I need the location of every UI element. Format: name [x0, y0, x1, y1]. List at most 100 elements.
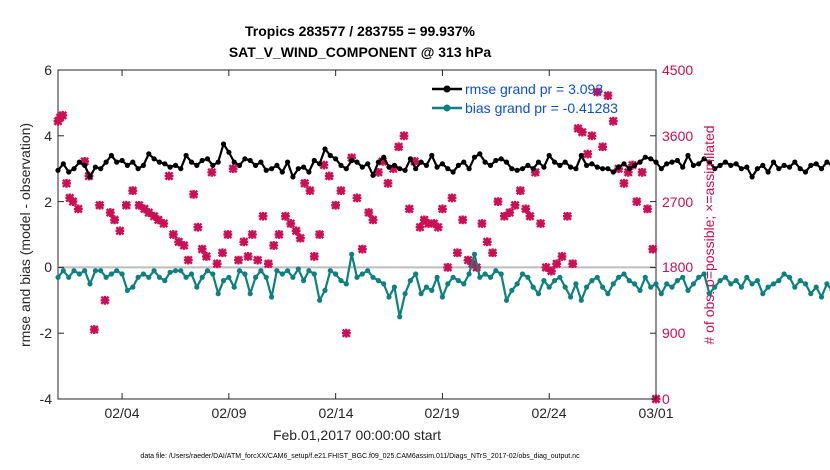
- obs-point: [315, 230, 325, 239]
- bias-point: [818, 294, 825, 300]
- rmse-point: [776, 166, 782, 172]
- obs-point: [201, 251, 211, 261]
- bias-point: [381, 281, 387, 287]
- obs-point: [587, 131, 597, 141]
- rmse-point: [60, 161, 66, 167]
- bias-point: [119, 271, 125, 277]
- obs-point: [568, 259, 578, 269]
- y-tick-label: 0: [44, 259, 52, 275]
- legend-bias-marker: [443, 104, 451, 112]
- rmse-point: [274, 162, 280, 168]
- x-tick-label: 02/04: [104, 405, 139, 421]
- obs-point: [488, 248, 498, 258]
- obs-point: [258, 211, 268, 221]
- obs-point: [364, 208, 374, 218]
- obs-point: [68, 197, 78, 207]
- bias-point: [519, 271, 526, 277]
- obs-point: [525, 211, 535, 221]
- bias-point: [343, 281, 349, 287]
- rmse-point: [813, 161, 819, 167]
- rmse-point: [642, 154, 648, 160]
- rmse-point: [749, 174, 755, 180]
- rmse-point: [594, 164, 600, 170]
- obs-point: [419, 215, 429, 225]
- bias-point: [253, 274, 259, 280]
- obs-point: [619, 178, 629, 188]
- bias-point: [648, 284, 654, 290]
- bias-point: [541, 278, 547, 284]
- bias-point: [706, 291, 713, 297]
- bias-point: [397, 314, 403, 320]
- bias-point: [722, 274, 729, 280]
- rmse-point: [263, 167, 269, 173]
- rmse-point: [188, 159, 195, 165]
- bias-point: [279, 271, 285, 277]
- bias-point: [455, 278, 461, 284]
- data-file-footer: data file: /Users/raeder/DAI/ATM_forcXX/…: [140, 453, 580, 460]
- bias-point: [466, 271, 472, 277]
- rmse-point: [552, 159, 558, 165]
- obs-point: [218, 248, 227, 258]
- bias-point: [557, 274, 563, 280]
- obs-point: [530, 167, 540, 177]
- obs-point: [281, 211, 290, 221]
- rmse-point: [802, 169, 809, 175]
- rmse-point: [359, 164, 365, 170]
- bias-point: [530, 284, 536, 290]
- obs-point: [388, 164, 398, 174]
- rmse-point: [498, 156, 504, 162]
- obs-point: [168, 230, 178, 239]
- bias-point: [658, 291, 664, 297]
- y-right-tick-label: 2700: [662, 194, 693, 210]
- bias-point: [285, 268, 291, 274]
- y-tick-label: 4: [44, 128, 52, 144]
- rmse-point: [509, 166, 515, 172]
- obs-point: [212, 259, 222, 269]
- bias-point: [749, 281, 755, 287]
- bias-point: [690, 281, 697, 287]
- rmse-point: [365, 161, 371, 167]
- bias-point: [194, 284, 200, 290]
- rmse-point: [87, 174, 93, 180]
- bias-point: [637, 287, 643, 293]
- obs-point: [105, 208, 115, 218]
- bias-point: [66, 274, 72, 280]
- obs-point: [319, 160, 329, 170]
- y-axis-ticks: 6 4 2 0 -2 -4: [40, 62, 53, 407]
- obs-point: [383, 178, 393, 188]
- bias-point: [477, 274, 483, 280]
- rmse-point: [151, 156, 157, 162]
- bias-point: [792, 284, 798, 290]
- rmse-point: [215, 159, 221, 165]
- rmse-point: [546, 152, 552, 159]
- bias-point: [605, 291, 611, 297]
- bias-point: [514, 281, 520, 287]
- rmse-point: [573, 166, 579, 172]
- rmse-point: [333, 156, 339, 162]
- bias-point: [653, 281, 659, 287]
- bias-point: [493, 268, 499, 274]
- bias-point: [626, 278, 632, 284]
- obs-point: [541, 262, 551, 272]
- bias-point: [236, 268, 243, 274]
- obs-point: [373, 167, 383, 177]
- bias-point: [210, 271, 216, 277]
- legend-bias-label: bias grand pr = -0.41283: [465, 100, 618, 116]
- obs-point: [357, 244, 367, 254]
- rmse-point: [669, 159, 675, 165]
- rmse-point: [445, 166, 451, 172]
- bias-point: [418, 291, 424, 297]
- obs-point: [562, 211, 572, 221]
- rmse-point: [178, 166, 184, 172]
- bias-point: [600, 284, 606, 290]
- bias-point: [503, 297, 510, 303]
- x-tick-label: 02/14: [318, 405, 353, 421]
- obs-point: [305, 186, 315, 196]
- rmse-point: [354, 159, 360, 165]
- bias-point: [359, 271, 365, 277]
- obs-point: [247, 230, 257, 239]
- obs-point: [352, 193, 362, 203]
- obs-point: [577, 127, 587, 137]
- rmse-point: [600, 166, 606, 172]
- bias-point: [584, 284, 590, 290]
